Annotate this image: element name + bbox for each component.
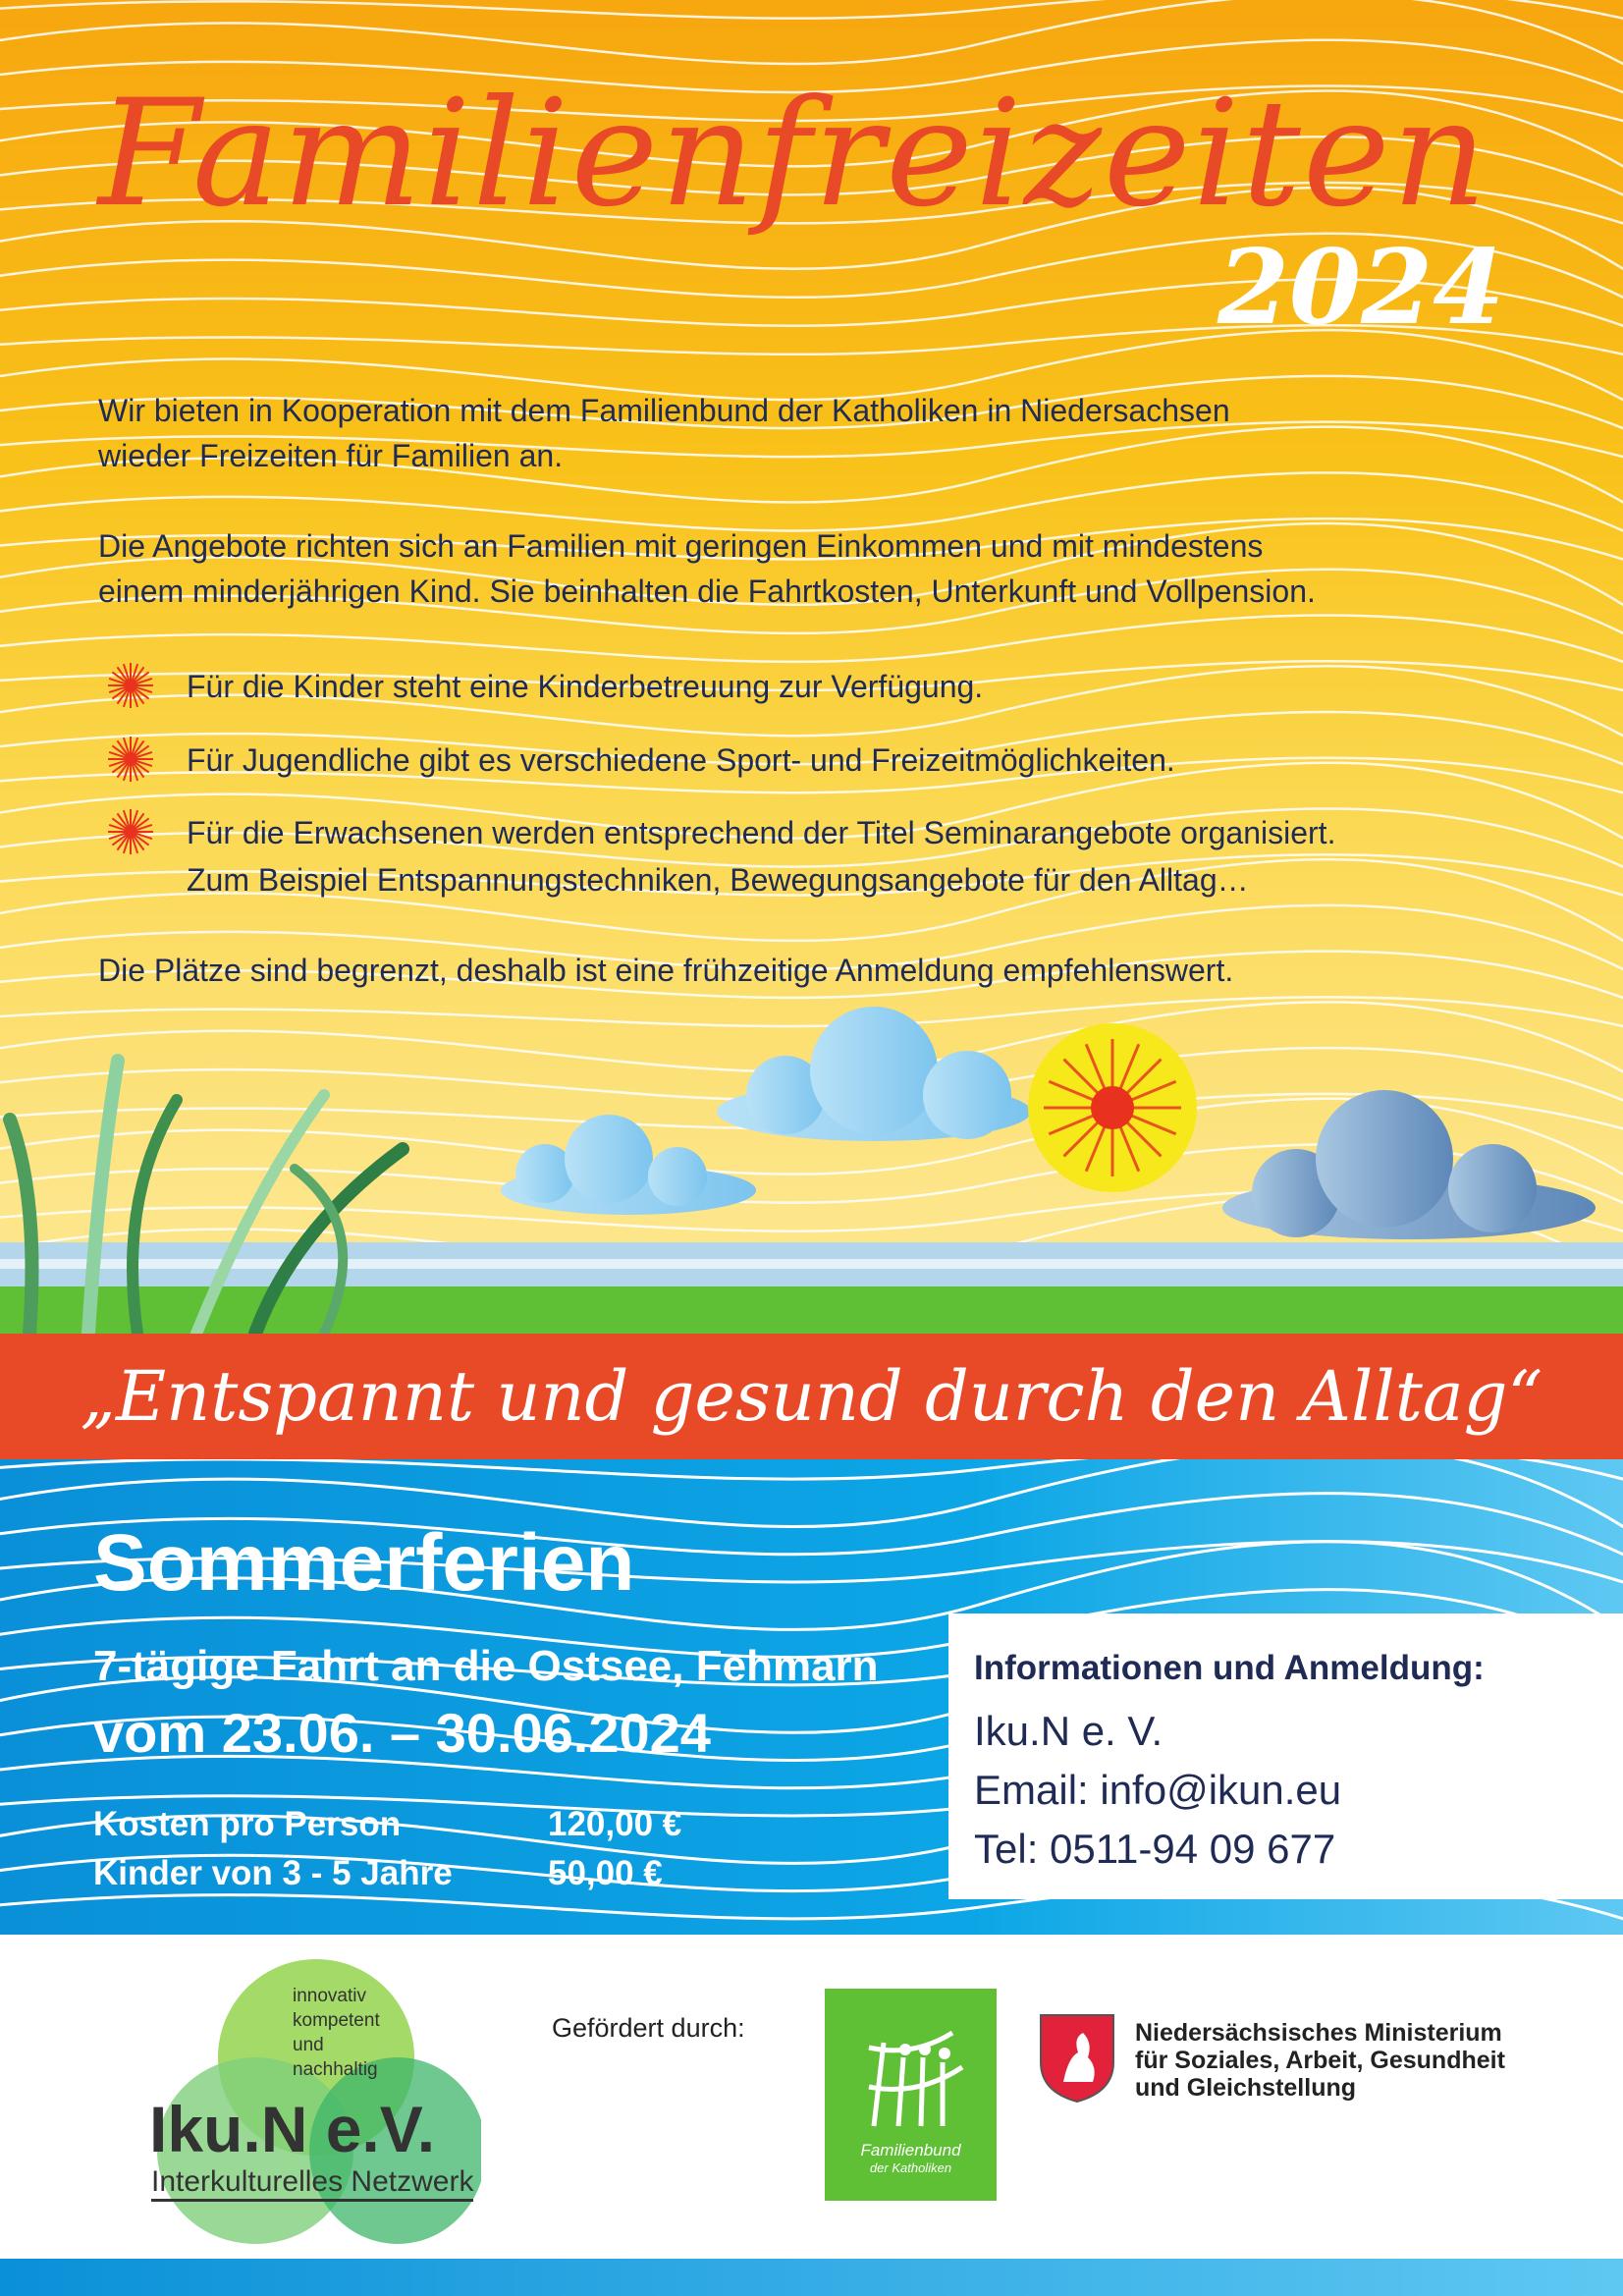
- text-line: Wir bieten in Kooperation mit dem Famili…: [98, 393, 1230, 428]
- contact-org: Iku.N e. V.: [974, 1708, 1163, 1754]
- text-line: wieder Freizeiten für Familien an.: [98, 438, 564, 473]
- logo-subtitle: Interkulturelles Netzwerk: [151, 2165, 474, 2202]
- contact-email[interactable]: Email: info@ikun.eu: [974, 1767, 1342, 1813]
- text-line: Die Angebote richten sich an Familien mi…: [98, 528, 1264, 564]
- text-line: einem minderjährigen Kind. Sie beinhalte…: [98, 574, 1316, 609]
- text-line: und Gleichstellung: [1135, 2074, 1357, 2102]
- text-line: Familienbund: [860, 2141, 961, 2159]
- text-line: für Soziales, Arbeit, Gesundheit: [1135, 2047, 1505, 2074]
- page-title: Familienfreizeiten: [98, 69, 1489, 240]
- text-line: Für Jugendliche gibt es verschiedene Spo…: [187, 742, 1175, 778]
- cost-value: 120,00 €: [548, 1805, 682, 1843]
- contact-phone[interactable]: Tel: 0511-94 09 677: [974, 1826, 1336, 1872]
- wave-lines-decoration: [0, 0, 1623, 1334]
- title-year: 2024: [1217, 226, 1505, 348]
- text-line: Für die Erwachsenen werden entsprechend …: [187, 815, 1336, 850]
- landscape-illustration: [0, 1007, 1623, 1334]
- cloud-large: [717, 1007, 1031, 1141]
- sun-star-bullet-icon: [108, 737, 153, 782]
- cost-label: Kinder von 3 - 5 Jahre: [93, 1854, 453, 1892]
- intro-paragraph-3: Die Plätze sind begrenzt, deshalb ist ei…: [98, 953, 1234, 988]
- text-line: Für die Kinder steht eine Kinderbetreuun…: [187, 669, 984, 704]
- sun-icon: [1028, 1023, 1197, 1192]
- text-line: innovativ: [293, 1986, 366, 2006]
- text-line: der Katholiken: [869, 2160, 952, 2175]
- trip-description: 7-tägige Fahrt an die Ostsee, Fehmarn: [93, 1642, 879, 1690]
- cost-value: 50,00 €: [548, 1854, 663, 1892]
- contact-box: Informationen und Anmeldung: Iku.N e. V.…: [948, 1613, 1623, 1899]
- slogan-banner: „Entspannt und gesund durch den Alltag“: [0, 1334, 1623, 1459]
- intro-paragraph-1: Wir bieten in Kooperation mit dem Famili…: [98, 388, 1230, 478]
- sun-star-bullet-icon: [108, 809, 153, 854]
- bullet-item: Für die Erwachsenen werden entsprechend …: [187, 809, 1335, 903]
- funded-by-label: Gefördert durch:: [552, 2013, 745, 2043]
- text-line: Niedersächsisches Ministerium: [1135, 2019, 1502, 2047]
- text-line: Zum Beispiel Entspannungstechniken, Bewe…: [187, 862, 1249, 898]
- bullet-item: Für die Kinder steht eine Kinderbetreuun…: [187, 663, 983, 710]
- familienbund-logo: Familienbund der Katholiken: [825, 1989, 997, 2201]
- season-heading: Sommerferien: [93, 1518, 635, 1608]
- sun-star-bullet-icon: [108, 663, 153, 708]
- cost-label: Kosten pro Person: [93, 1805, 402, 1843]
- grass-blades: [3, 1054, 409, 1334]
- lower-saxony-horse-crest-icon: [1040, 2014, 1114, 2104]
- intro-paragraph-2: Die Angebote richten sich an Familien mi…: [98, 523, 1316, 614]
- text-line: nachhaltig: [293, 2059, 378, 2080]
- ministry-name: Niedersächsisches Ministerium für Soziale…: [1135, 2019, 1505, 2102]
- family-figures-icon: [868, 2030, 964, 2127]
- text-line: und: [293, 2035, 324, 2055]
- text-line: kompetent: [293, 2010, 380, 2031]
- contact-heading: Informationen und Anmeldung:: [974, 1649, 1485, 1687]
- bottom-blue-strip: [0, 2259, 1623, 2296]
- cloud-dark: [1222, 1090, 1596, 1239]
- logo-name: Iku.N e.V.: [149, 2093, 436, 2165]
- ikun-logo: innovativ kompetent und nachhaltig Iku.N e.…: [147, 1954, 481, 2249]
- bullet-item: Für Jugendliche gibt es verschiedene Spo…: [187, 737, 1175, 784]
- trip-dates: vom 23.06. – 30.06.2024: [93, 1702, 711, 1764]
- cloud-small: [501, 1115, 756, 1215]
